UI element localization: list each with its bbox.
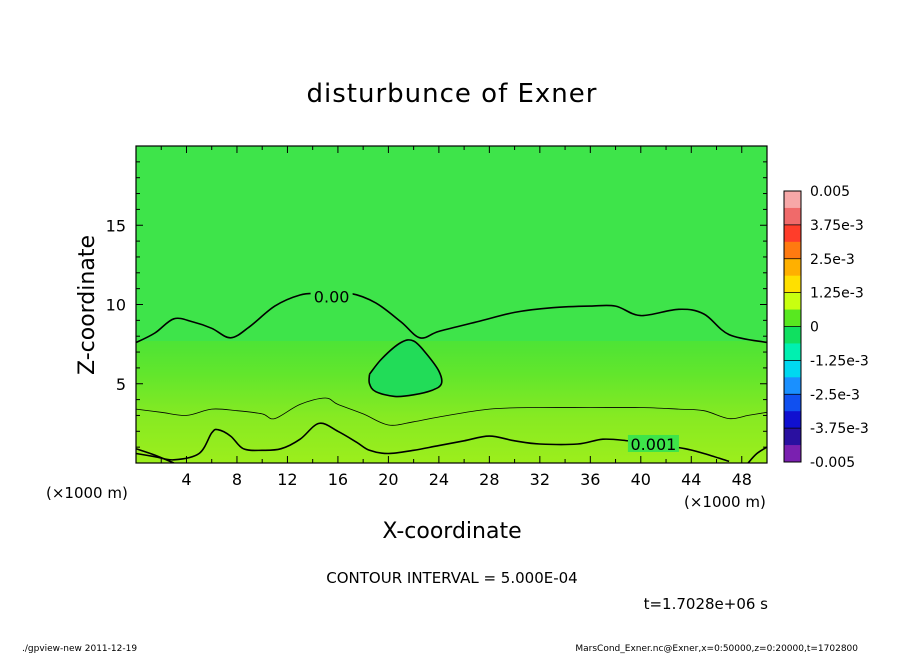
contour-label-bg	[627, 434, 679, 452]
colorbar-swatch	[784, 207, 801, 226]
x-axis-label: X-coordinate	[382, 519, 521, 544]
contour-lowleft-line	[136, 447, 175, 463]
contour-bubble-line	[368, 339, 443, 398]
colorbar-label: 0	[810, 320, 819, 336]
contour-low-line	[136, 422, 730, 463]
footer-left: ./gpview-new 2011-12-19	[22, 644, 137, 654]
contour-label-bg	[310, 287, 353, 305]
x-tick-label: 20	[378, 470, 398, 489]
x-tick-label: 40	[631, 470, 651, 489]
x-tick-label: 12	[277, 470, 297, 489]
x-tick-label: 8	[232, 470, 242, 489]
colorbar-label: -3.75e-3	[810, 421, 869, 437]
colorbar-swatch	[784, 343, 801, 361]
x-unit-label: (×1000 m)	[684, 493, 766, 511]
colorbar-label: -1.25e-3	[810, 353, 869, 369]
contour-zero-line	[136, 291, 767, 344]
contour-mid-line	[136, 397, 767, 426]
colorbar-swatch	[784, 224, 801, 243]
colorbar-swatch	[784, 191, 801, 209]
colorbar-swatch	[784, 360, 801, 378]
y-axis-ticks: 5 10 15	[106, 145, 767, 464]
x-tick-label: 36	[580, 470, 600, 489]
y-tick-label: 15	[106, 216, 126, 235]
time-label: t=1.7028e+06 s	[644, 595, 769, 613]
colorbar-swatch	[784, 258, 801, 277]
colorbar: 0.005 3.75e-3 2.5e-3 1.25e-3 0 -1.25e-3 -2.5e-…	[783, 184, 869, 471]
colorbar-swatch	[784, 292, 801, 311]
x-axis-ticks: 4 8 12 16 20 24 28 32 36 40 44 48	[135, 146, 768, 489]
colorbar-swatch	[784, 275, 801, 294]
contour-interval: CONTOUR INTERVAL = 5.000E-04	[326, 569, 577, 587]
contour-labels: 0.00 0.001	[310, 287, 679, 454]
x-tick-label: 48	[732, 470, 752, 489]
colorbar-swatch	[784, 445, 801, 463]
chart-title: disturbunce of Exner	[307, 79, 598, 109]
y-tick-label: 5	[116, 375, 126, 394]
colorbar-swatch	[784, 428, 801, 446]
colorbar-label: 1.25e-3	[810, 286, 864, 302]
colorbar-swatch	[784, 411, 801, 429]
colorbar-label: 2.5e-3	[810, 252, 855, 268]
x-tick-label: 24	[429, 470, 449, 489]
colorbar-label: -0.005	[810, 455, 855, 471]
colorbar-swatch	[784, 377, 801, 395]
upper-field-band	[136, 146, 767, 341]
contour-corner-line	[747, 446, 767, 463]
plot-field: 0.00 0.001	[136, 146, 767, 463]
contour-lines	[136, 291, 767, 463]
y-tick-label: 10	[106, 296, 126, 315]
colorbar-label: 3.75e-3	[810, 218, 864, 234]
colorbar-swatch	[784, 394, 801, 412]
x-tick-label: 44	[681, 470, 701, 489]
y-unit-label: (×1000 m)	[46, 484, 128, 502]
x-tick-label: 28	[479, 470, 499, 489]
colorbar-swatch	[784, 309, 801, 327]
colorbar-swatch	[784, 241, 801, 260]
x-tick-label: 4	[181, 470, 191, 489]
footer-right: MarsCond_Exner.nc@Exner,x=0:50000,z=0:20…	[575, 644, 858, 654]
contour-label: 0.001	[631, 435, 677, 454]
colorbar-swatch	[784, 326, 801, 344]
x-tick-label: 16	[328, 470, 348, 489]
colorbar-label: 0.005	[810, 184, 850, 200]
contour-label: 0.00	[314, 288, 350, 307]
colorbar-label: -2.5e-3	[810, 387, 860, 403]
x-tick-label: 32	[530, 470, 550, 489]
y-axis-label: Z-coordinate	[75, 235, 100, 375]
